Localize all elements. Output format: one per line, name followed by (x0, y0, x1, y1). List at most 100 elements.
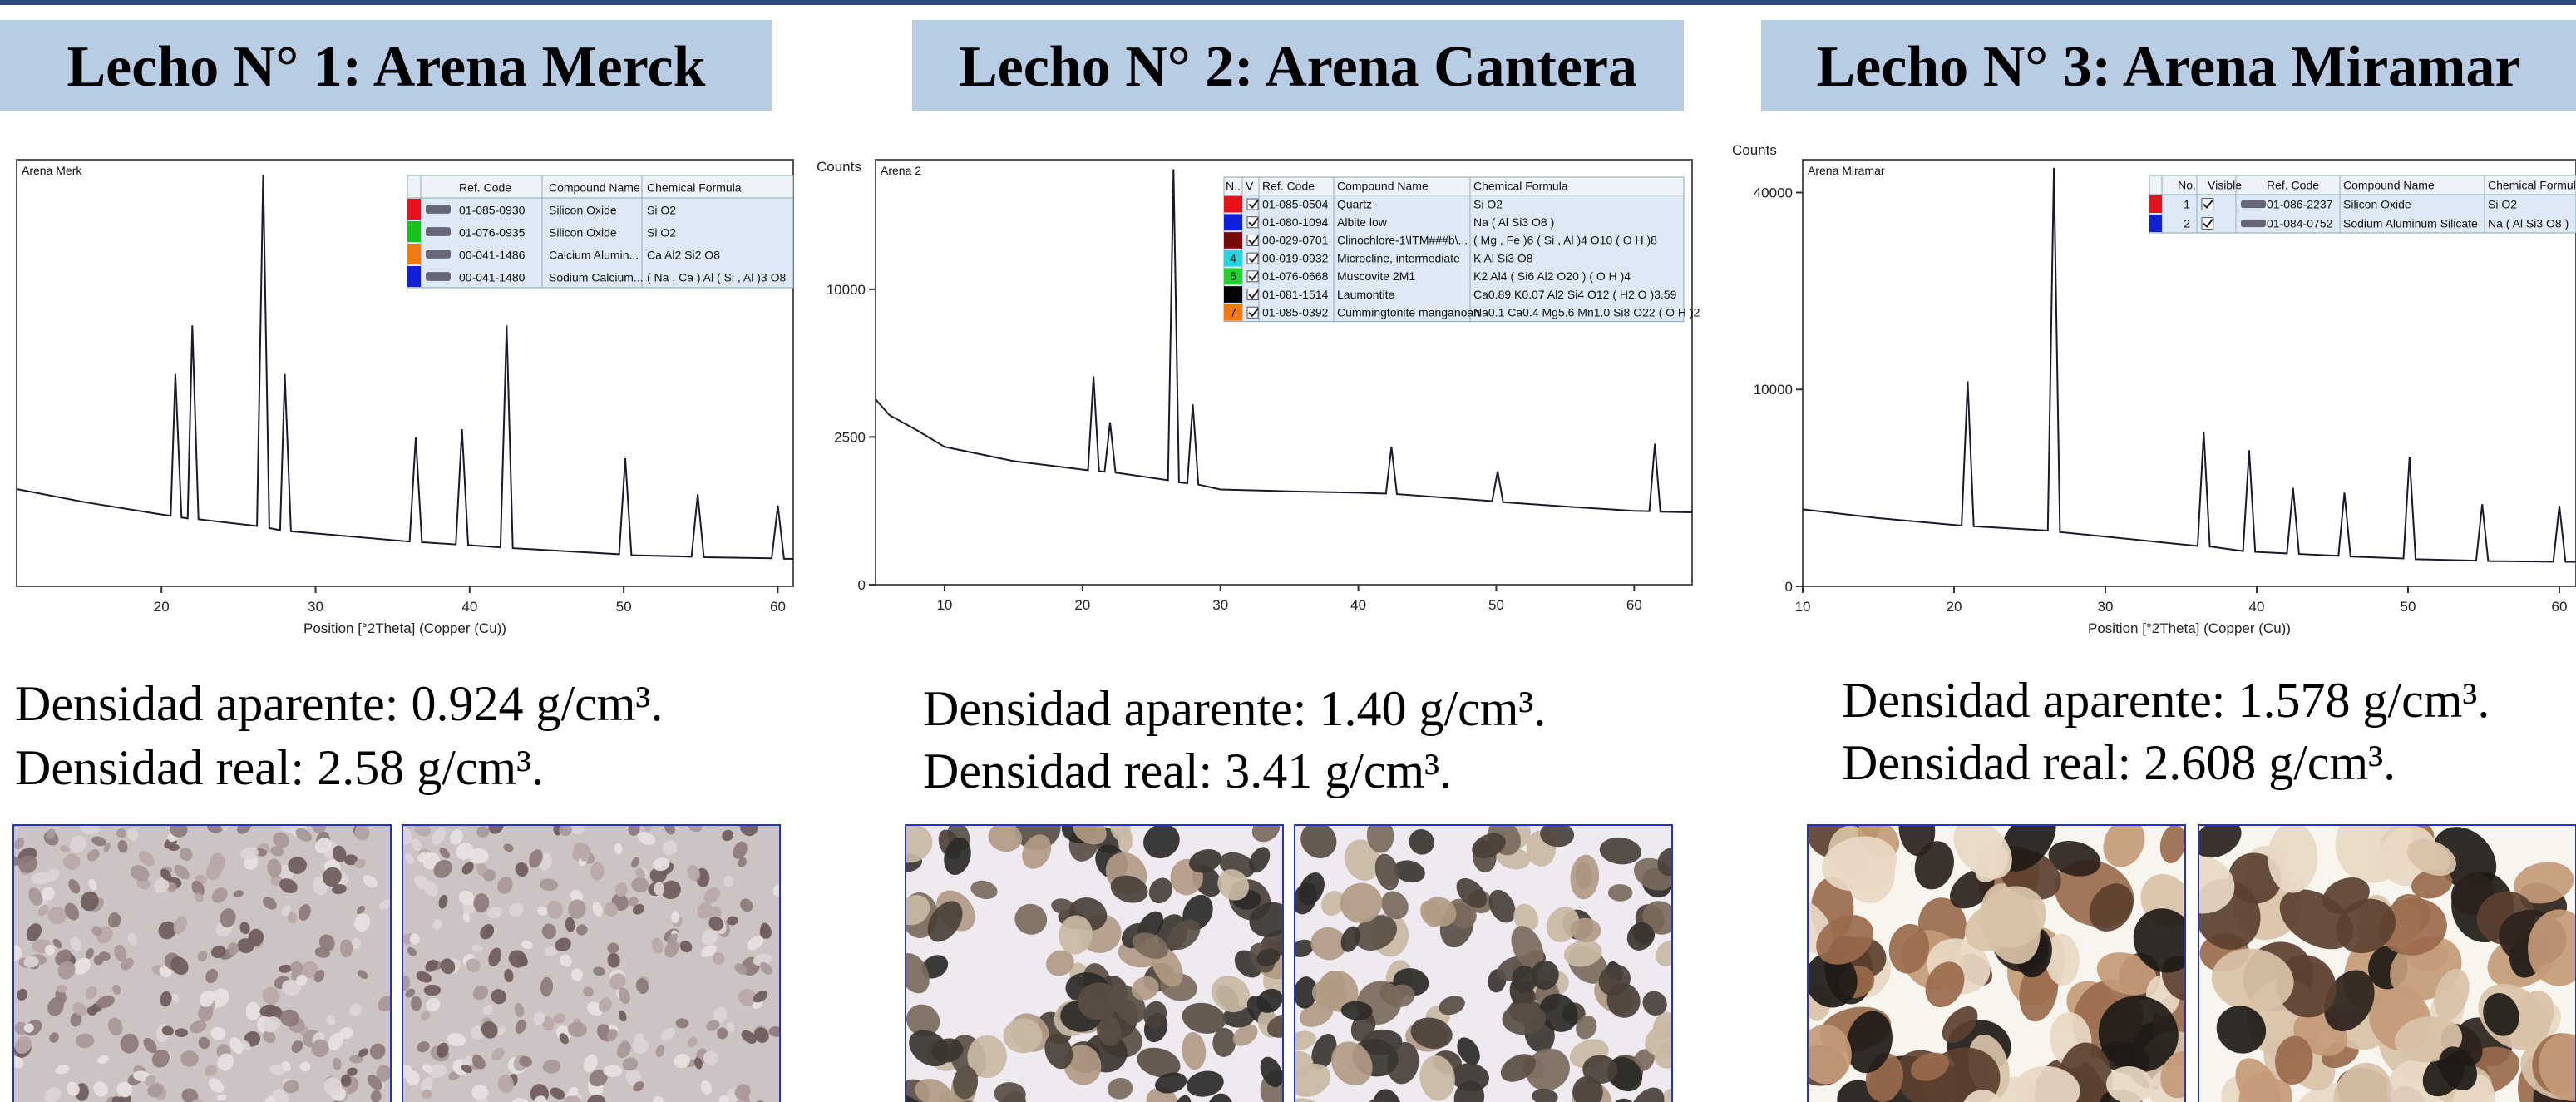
legend-cell: 00-041-1480 (459, 270, 526, 284)
legend-cell: Si O2 (1473, 197, 1503, 210)
legend-column-header: Chemical Formula (647, 180, 742, 194)
x-tick-label: 40 (461, 599, 477, 615)
legend-column-header: Ref. Code (2267, 179, 2319, 192)
legend-column-header: Chemical Formula (2488, 179, 2576, 192)
x-tick-label: 20 (154, 599, 170, 615)
density-text: Densidad aparente: 0.924 g/cm³. (15, 676, 663, 731)
legend-cell: 4 (1230, 251, 1236, 264)
x-tick-label: 40 (2249, 599, 2265, 615)
plot-label: Arena 2 (881, 164, 921, 177)
legend-cell: Si O2 (2488, 198, 2517, 211)
legend-cell: 1 (2184, 198, 2190, 211)
legend-cell: K Al Si3 O8 (1473, 251, 1533, 264)
density-text: Densidad real: 3.41 g/cm³. (923, 744, 1452, 798)
panel-title: Lecho N° 2: Arena Cantera (959, 35, 1637, 99)
legend-column-header: Visible (2208, 179, 2242, 192)
legend-cell: 01-076-0668 (1262, 269, 1329, 283)
grain (47, 907, 67, 924)
grain (671, 911, 679, 923)
ref-icon (2241, 220, 2266, 227)
legend-cell: 00-041-1486 (459, 248, 526, 261)
legend-cell: Ca0.89 K0.07 Al2 Si4 O12 ( H2 O )3.59 (1473, 288, 1677, 301)
legend-cell: Ca Al2 Si2 O8 (647, 248, 720, 261)
legend-cell: ( Mg , Fe )6 ( Si , Al )4 O10 ( O H )8 (1473, 234, 1657, 247)
legend-cell: Si O2 (647, 225, 676, 239)
grain (246, 1002, 260, 1020)
slide: Lecho N° 1: Arena MerckArena Merk2030405… (0, 0, 2576, 1102)
legend-swatch (1224, 232, 1242, 249)
x-tick-label: 30 (308, 599, 323, 615)
x-tick-label: 20 (1947, 599, 1962, 615)
ref-icon (426, 250, 451, 259)
sand-photo (6, 815, 398, 1102)
legend-cell: 01-086-2237 (2267, 198, 2333, 211)
legend-cell: Silicon Oxide (549, 203, 617, 216)
legend-cell: Sodium Aluminum Silicate (2343, 217, 2478, 230)
x-tick-label: 10 (1795, 599, 1811, 615)
x-tick-label: 50 (2401, 599, 2416, 615)
x-tick-label: 30 (2098, 599, 2114, 615)
density-text: Densidad aparente: 1.578 g/cm³. (1842, 673, 2490, 728)
panel-title: Lecho N° 3: Arena Miramar (1816, 35, 2520, 99)
x-tick-label: 50 (1488, 597, 1504, 613)
legend-cell: Cummingtonite manganoan (1337, 306, 1480, 319)
density-text: Densidad aparente: 1.40 g/cm³. (923, 681, 1546, 736)
legend-cell: 6 (1230, 288, 1236, 301)
legend-cell: Calcium Alumin... (549, 248, 639, 261)
sand-photo (882, 803, 1310, 1102)
x-tick-label: 50 (616, 599, 632, 615)
legend-cell: Na ( Al Si3 O8 ) (2488, 217, 2569, 230)
legend-column-header: No. (2178, 179, 2196, 192)
legend-cell: Na0.1 Ca0.4 Mg5.6 Mn1.0 Si8 O22 ( O H )2 (1473, 306, 1700, 319)
grain (228, 942, 239, 955)
y-tick-label: 0 (1785, 579, 1793, 595)
x-tick-label: 30 (1212, 597, 1228, 613)
plot-label: Arena Miramar (1808, 164, 1885, 177)
x-axis-label: Position [°2Theta] (Copper (Cu)) (303, 620, 506, 636)
sand-photo (1774, 780, 2213, 1102)
legend-cell: Microcline, intermediate (1337, 251, 1460, 264)
legend-cell: 7 (1230, 306, 1236, 319)
x-tick-label: 60 (2552, 599, 2568, 615)
legend-column-header: N.. (1226, 180, 1241, 193)
top-border (0, 0, 2576, 5)
y-tick-label: 0 (858, 577, 866, 593)
y-axis-label: Counts (1732, 142, 1777, 158)
sand-photo (1276, 813, 1694, 1102)
x-tick-label: 10 (936, 597, 952, 613)
legend-swatch (407, 199, 421, 220)
legend-cell: 01-076-0935 (459, 225, 526, 239)
density-text: Densidad real: 2.58 g/cm³. (15, 740, 544, 795)
y-tick-label: 10000 (827, 282, 866, 298)
legend-swatch (1224, 196, 1242, 213)
legend-cell: 01-085-0504 (1262, 197, 1329, 210)
legend-column-header: Compound Name (549, 180, 640, 194)
legend-cell: 00-029-0701 (1262, 234, 1329, 247)
sand-photo (392, 813, 786, 1102)
legend-column-header: Chemical Formula (1473, 180, 1568, 193)
x-tick-label: 40 (1350, 597, 1366, 613)
y-axis-label: Counts (817, 159, 861, 175)
legend-cell: Silicon Oxide (549, 225, 617, 239)
legend-swatch (407, 221, 421, 242)
legend-cell: 00-019-0932 (1262, 251, 1329, 264)
legend-cell: K2 Al4 ( Si6 Al2 O20 ) ( O H )4 (1473, 269, 1631, 283)
legend-cell: 01-085-0392 (1262, 306, 1329, 319)
legend-swatch (2149, 215, 2162, 232)
legend-swatch (2149, 195, 2162, 213)
legend-cell: Silicon Oxide (2343, 198, 2411, 211)
legend-cell: 5 (1230, 269, 1236, 283)
legend-column-header: Compound Name (1337, 180, 1429, 193)
grain (175, 1028, 188, 1037)
legend-cell: Sodium Calcium... (549, 270, 644, 284)
legend-cell: 01-080-1094 (1262, 215, 1329, 229)
x-tick-label: 60 (1626, 597, 1642, 613)
legend-column-header: Ref. Code (1262, 180, 1315, 193)
legend-swatch (407, 266, 421, 287)
legend-cell: 2 (2184, 217, 2190, 230)
ref-icon (2241, 200, 2266, 208)
legend-cell: Si O2 (647, 203, 676, 216)
legend-cell: 01-081-1514 (1262, 288, 1329, 301)
legend-cell: Quartz (1337, 197, 1372, 210)
y-tick-label: 2500 (834, 429, 866, 445)
